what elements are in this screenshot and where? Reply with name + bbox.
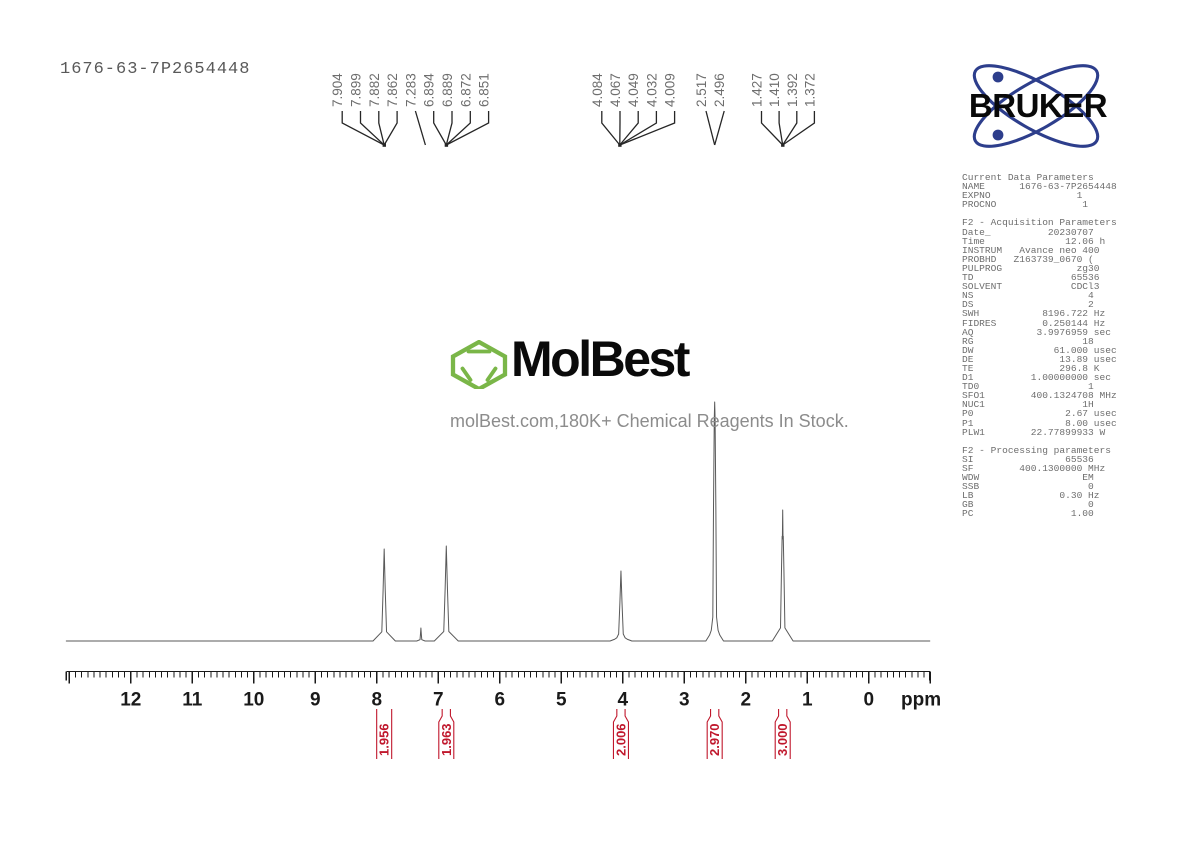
svg-text:3.000: 3.000 xyxy=(775,723,790,756)
svg-text:1.963: 1.963 xyxy=(439,723,454,756)
svg-text:BRUKER: BRUKER xyxy=(969,87,1108,124)
svg-text:2.970: 2.970 xyxy=(707,723,722,756)
svg-text:1.956: 1.956 xyxy=(377,723,392,756)
svg-text:2.006: 2.006 xyxy=(613,723,628,756)
